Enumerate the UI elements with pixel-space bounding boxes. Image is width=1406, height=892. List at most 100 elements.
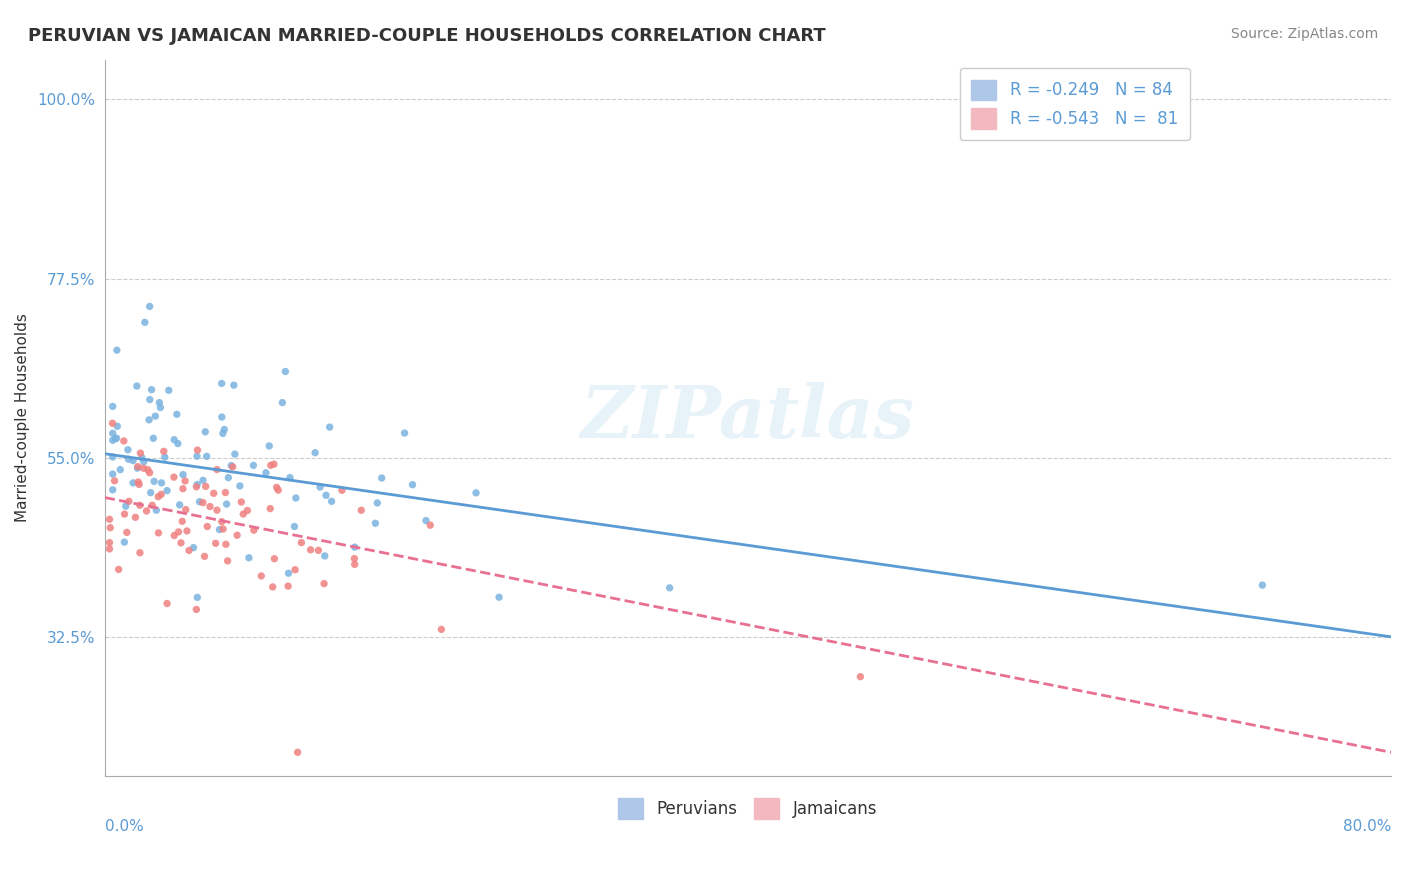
- Point: [129, 546, 152, 560]
- Point: [318, 420, 340, 434]
- Point: [274, 364, 297, 378]
- Point: [224, 447, 246, 461]
- Point: [849, 670, 872, 684]
- Point: [277, 566, 299, 581]
- Point: [172, 467, 194, 482]
- Point: [194, 479, 217, 493]
- Point: [128, 477, 150, 491]
- Point: [101, 467, 124, 481]
- Point: [370, 471, 392, 485]
- Point: [312, 576, 335, 591]
- Point: [186, 480, 208, 494]
- Point: [205, 503, 228, 517]
- Point: [186, 477, 208, 491]
- Point: [284, 563, 307, 577]
- Point: [148, 395, 170, 409]
- Point: [214, 485, 236, 500]
- Point: [103, 474, 125, 488]
- Point: [211, 376, 233, 391]
- Point: [243, 523, 266, 537]
- Point: [222, 459, 245, 474]
- Point: [394, 425, 416, 440]
- Point: [202, 486, 225, 500]
- Text: 0.0%: 0.0%: [104, 819, 143, 834]
- Point: [186, 591, 208, 605]
- Point: [156, 483, 179, 498]
- Point: [232, 507, 254, 521]
- Point: [101, 426, 124, 441]
- Point: [142, 431, 165, 445]
- Point: [138, 300, 160, 314]
- Point: [141, 498, 163, 512]
- Point: [238, 550, 260, 565]
- Point: [231, 495, 253, 509]
- Point: [208, 523, 231, 537]
- Y-axis label: Married-couple Households: Married-couple Households: [15, 313, 30, 523]
- Point: [188, 494, 211, 508]
- Point: [658, 581, 681, 595]
- Point: [430, 623, 453, 637]
- Point: [250, 569, 273, 583]
- Point: [186, 443, 208, 458]
- Point: [309, 480, 332, 494]
- Point: [127, 459, 149, 474]
- Point: [195, 450, 218, 464]
- Point: [143, 409, 166, 424]
- Point: [141, 383, 163, 397]
- Point: [149, 401, 172, 415]
- Point: [134, 315, 156, 329]
- Point: [212, 522, 235, 536]
- Point: [136, 463, 159, 477]
- Point: [330, 483, 353, 498]
- Point: [117, 442, 139, 457]
- Point: [204, 536, 226, 550]
- Text: PERUVIAN VS JAMAICAN MARRIED-COUPLE HOUSEHOLDS CORRELATION CHART: PERUVIAN VS JAMAICAN MARRIED-COUPLE HOUS…: [28, 27, 825, 45]
- Point: [174, 502, 197, 516]
- Point: [105, 343, 128, 358]
- Point: [195, 519, 218, 533]
- Point: [157, 384, 180, 398]
- Point: [266, 480, 288, 494]
- Point: [128, 498, 150, 512]
- Point: [101, 416, 124, 430]
- Point: [107, 562, 129, 576]
- Point: [215, 497, 238, 511]
- Point: [277, 579, 299, 593]
- Point: [191, 473, 214, 487]
- Point: [315, 488, 337, 502]
- Point: [124, 510, 146, 524]
- Point: [304, 446, 326, 460]
- Point: [283, 519, 305, 533]
- Point: [110, 463, 132, 477]
- Point: [186, 449, 208, 463]
- Point: [211, 515, 233, 529]
- Point: [254, 466, 277, 480]
- Point: [167, 436, 190, 450]
- Point: [212, 426, 235, 441]
- Point: [214, 422, 236, 436]
- Point: [122, 453, 145, 467]
- Point: [172, 482, 194, 496]
- Point: [260, 458, 283, 473]
- Point: [236, 503, 259, 517]
- Point: [122, 475, 145, 490]
- Point: [198, 500, 221, 514]
- Point: [415, 514, 437, 528]
- Point: [271, 395, 294, 409]
- Point: [114, 499, 136, 513]
- Point: [101, 483, 124, 497]
- Point: [287, 745, 309, 759]
- Point: [226, 528, 249, 542]
- Legend: Peruvians, Jamaicans: Peruvians, Jamaicans: [612, 791, 884, 825]
- Point: [170, 536, 193, 550]
- Point: [194, 425, 217, 439]
- Point: [139, 392, 162, 407]
- Point: [127, 461, 149, 475]
- Point: [105, 419, 128, 434]
- Point: [343, 551, 366, 566]
- Point: [205, 462, 228, 476]
- Text: 80.0%: 80.0%: [1343, 819, 1391, 834]
- Point: [135, 504, 157, 518]
- Point: [242, 458, 264, 473]
- Point: [350, 503, 373, 517]
